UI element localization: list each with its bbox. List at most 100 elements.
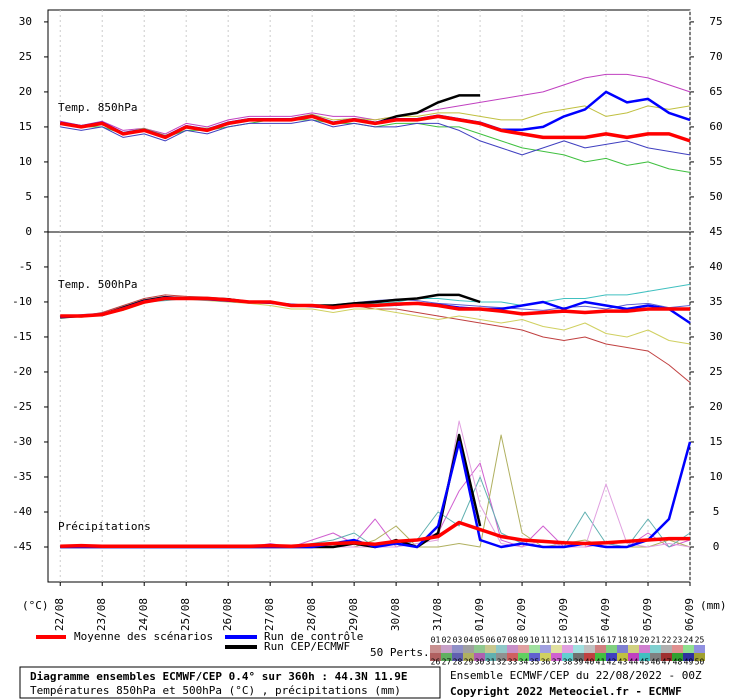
member-swatch: [606, 645, 617, 653]
y2-tick-label: 55: [709, 155, 722, 168]
member-label: 20: [640, 636, 650, 645]
member-label: 40: [585, 658, 595, 667]
perturbations-label: 50 Perts.: [370, 646, 430, 659]
y-tick-label: -25: [12, 400, 32, 413]
member-label: 07: [497, 636, 507, 645]
x-tick-label: 01/09: [473, 598, 486, 631]
y-tick-label: -40: [12, 505, 32, 518]
footer-title: Diagramme ensembles ECMWF/CEP 0.4° sur 3…: [30, 670, 408, 683]
member-swatch: [518, 653, 529, 661]
y-tick-label: -15: [12, 330, 32, 343]
y2-tick-label: 50: [709, 190, 722, 203]
member-label: 38: [563, 658, 573, 667]
member-swatch: [617, 645, 628, 653]
member-swatch: [595, 653, 606, 661]
x-tick-label: 25/08: [179, 598, 192, 631]
mean-line: [60, 296, 690, 318]
member-swatch: [496, 645, 507, 653]
member-label: 09: [519, 636, 529, 645]
y2-tick-label: 35: [709, 295, 722, 308]
member-label: 33: [508, 658, 518, 667]
footer-copyright: Copyright 2022 Meteociel.fr - ECMWF: [450, 685, 682, 698]
member-label: 13: [563, 636, 573, 645]
member-label: 48: [673, 658, 683, 667]
member-label: 06: [486, 636, 496, 645]
panel-label: Temp. 500hPa: [58, 278, 137, 291]
y-tick-label: 5: [25, 190, 32, 203]
member-label: 04: [464, 636, 474, 645]
member-label: 29: [464, 658, 474, 667]
perturbation-line: [60, 283, 691, 319]
y-tick-label: 15: [19, 120, 32, 133]
y-tick-label: 10: [19, 155, 32, 168]
member-swatch: [551, 645, 562, 653]
member-label: 10: [530, 636, 540, 645]
member-swatch: [650, 645, 661, 653]
y2-tick-label: 40: [709, 260, 722, 273]
member-swatch: [474, 645, 485, 653]
member-swatch: [562, 653, 573, 661]
member-label: 50: [695, 658, 705, 667]
y2-tick-label: 10: [709, 470, 722, 483]
member-swatch: [639, 645, 650, 653]
member-swatch: [430, 645, 441, 653]
y2-tick-label: 45: [709, 225, 722, 238]
panel-label: Temp. 850hPa: [58, 101, 137, 114]
member-label: 41: [596, 658, 606, 667]
member-label: 01: [431, 636, 441, 645]
member-label: 43: [618, 658, 628, 667]
member-label: 19: [629, 636, 639, 645]
x-tick-label: 29/08: [347, 598, 360, 631]
member-label: 46: [651, 658, 661, 667]
member-label: 17: [607, 636, 617, 645]
member-swatch: [452, 645, 463, 653]
member-label: 03: [453, 636, 463, 645]
member-label: 22: [662, 636, 672, 645]
y-tick-label: 0: [25, 225, 32, 238]
member-swatch: [507, 653, 518, 661]
footer-subtitle: Températures 850hPa et 500hPa (°C) , pré…: [30, 684, 401, 697]
member-swatch: [628, 645, 639, 653]
x-tick-label: 02/09: [515, 598, 528, 631]
y2-tick-label: 20: [709, 400, 722, 413]
member-swatch: [463, 653, 474, 661]
member-label: 32: [497, 658, 507, 667]
x-tick-label: 26/08: [221, 598, 234, 631]
x-tick-label: 30/08: [389, 598, 402, 631]
member-label: 14: [574, 636, 584, 645]
member-swatch: [595, 645, 606, 653]
member-label: 34: [519, 658, 529, 667]
member-label: 05: [475, 636, 485, 645]
x-tick-label: 28/08: [305, 598, 318, 631]
mean-line: [59, 114, 691, 143]
member-swatch: [650, 653, 661, 661]
y-tick-label: -5: [19, 260, 32, 273]
member-label: 27: [442, 658, 452, 667]
legend-label: Moyenne des scénarios: [74, 630, 213, 643]
plot-frame: [47, 9, 691, 583]
member-swatch: [441, 645, 452, 653]
member-label: 30: [475, 658, 485, 667]
member-swatch: [507, 645, 518, 653]
member-label: 25: [695, 636, 705, 645]
y2-tick-label: 65: [709, 85, 722, 98]
member-swatch: [672, 645, 683, 653]
x-tick-label: 24/08: [137, 598, 150, 631]
member-swatch: [430, 653, 441, 661]
member-swatch: [683, 653, 694, 661]
footer-box: [19, 666, 441, 699]
member-label: 28: [453, 658, 463, 667]
member-swatch: [474, 653, 485, 661]
member-swatch: [540, 653, 551, 661]
panel-label: Précipitations: [58, 520, 151, 533]
member-label: 24: [684, 636, 694, 645]
member-label: 36: [541, 658, 551, 667]
member-label: 47: [662, 658, 672, 667]
footer-ensemble: Ensemble ECMWF/CEP du 22/08/2022 - 00Z: [450, 669, 702, 682]
y-tick-label: -35: [12, 470, 32, 483]
y2-tick-label: 75: [709, 15, 722, 28]
y-tick-label: 25: [19, 50, 32, 63]
member-label: 16: [596, 636, 606, 645]
